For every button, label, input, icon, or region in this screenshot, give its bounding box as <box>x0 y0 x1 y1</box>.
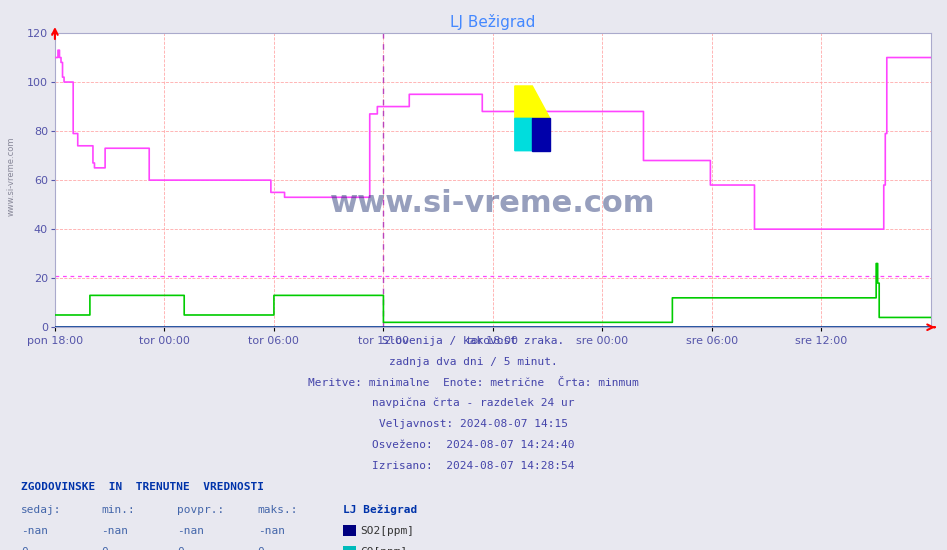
Text: CO[ppm]: CO[ppm] <box>360 547 407 550</box>
Text: zadnja dva dni / 5 minut.: zadnja dva dni / 5 minut. <box>389 356 558 367</box>
Text: min.:: min.: <box>101 505 135 515</box>
Text: LJ Bežigrad: LJ Bežigrad <box>343 505 417 515</box>
Text: -nan: -nan <box>258 526 285 536</box>
Text: ZGODOVINSKE  IN  TRENUTNE  VREDNOSTI: ZGODOVINSKE IN TRENUTNE VREDNOSTI <box>21 481 264 492</box>
Text: 0: 0 <box>21 547 27 550</box>
Polygon shape <box>515 86 550 118</box>
Text: -nan: -nan <box>177 526 205 536</box>
Text: www.si-vreme.com: www.si-vreme.com <box>331 189 655 218</box>
Text: www.si-vreme.com: www.si-vreme.com <box>7 136 16 216</box>
Text: navpična črta - razdelek 24 ur: navpična črta - razdelek 24 ur <box>372 398 575 409</box>
Text: sedaj:: sedaj: <box>21 505 62 515</box>
Text: Osveženo:  2024-08-07 14:24:40: Osveženo: 2024-08-07 14:24:40 <box>372 440 575 450</box>
Text: Izrisano:  2024-08-07 14:28:54: Izrisano: 2024-08-07 14:28:54 <box>372 461 575 471</box>
Polygon shape <box>515 118 550 151</box>
Text: -nan: -nan <box>101 526 129 536</box>
Text: SO2[ppm]: SO2[ppm] <box>360 526 414 536</box>
Title: LJ Bežigrad: LJ Bežigrad <box>450 14 536 30</box>
Text: povpr.:: povpr.: <box>177 505 224 515</box>
Text: Meritve: minimalne  Enote: metrične  Črta: minmum: Meritve: minimalne Enote: metrične Črta:… <box>308 377 639 388</box>
Polygon shape <box>532 118 550 151</box>
Text: 0: 0 <box>177 547 184 550</box>
Text: -nan: -nan <box>21 526 48 536</box>
Text: 0: 0 <box>258 547 264 550</box>
Text: maks.:: maks.: <box>258 505 298 515</box>
Text: Veljavnost: 2024-08-07 14:15: Veljavnost: 2024-08-07 14:15 <box>379 419 568 430</box>
Text: Slovenija / kakovost zraka.: Slovenija / kakovost zraka. <box>383 336 564 346</box>
Text: 0: 0 <box>101 547 108 550</box>
